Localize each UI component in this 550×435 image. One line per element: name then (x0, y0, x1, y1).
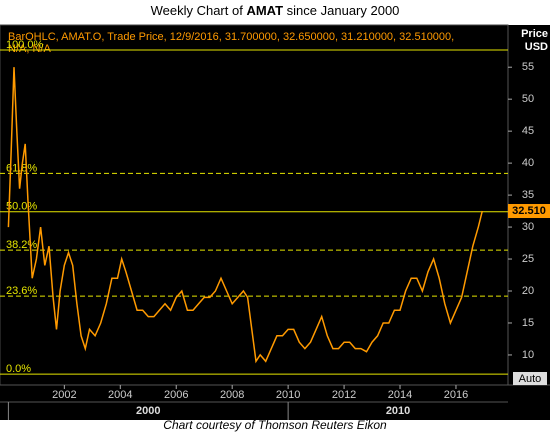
y-axis-unit: USD (525, 41, 548, 53)
decade-label: 2000 (136, 405, 160, 417)
y-tick-label: 35 (522, 189, 534, 201)
y-tick-label: 25 (522, 253, 534, 265)
x-tick-label: 2008 (220, 389, 244, 401)
x-tick-label: 2010 (276, 389, 300, 401)
y-tick-label: 40 (522, 157, 534, 169)
info-line: BarOHLC, AMAT.O, Trade Price, 12/9/2016,… (8, 31, 454, 43)
retracement-label: 100.0% (6, 39, 44, 51)
x-tick-label: 2006 (164, 389, 188, 401)
auto-button[interactable] (513, 372, 547, 385)
price-line (7, 67, 484, 364)
retracement-label: 23.6% (6, 285, 37, 297)
retracement-label: 38.2% (6, 239, 37, 251)
y-tick-label: 45 (522, 125, 534, 137)
x-tick-label: 2016 (444, 389, 468, 401)
x-tick-label: 2012 (332, 389, 356, 401)
plot-area (0, 24, 509, 386)
last-price-label: 32.510 (512, 205, 546, 217)
y-axis-title: Price (521, 28, 548, 40)
last-price-box (508, 204, 550, 219)
decade-label: 2010 (386, 405, 410, 417)
info-line: N/A, N/A (8, 43, 51, 55)
y-tick-label: 20 (522, 285, 534, 297)
title-symbol: AMAT (246, 3, 284, 18)
y-tick-label: 10 (522, 349, 534, 361)
x-tick-label: 2014 (388, 389, 412, 401)
retracement-label: 0.0% (6, 363, 31, 375)
title-suffix: since January 2000 (286, 3, 400, 18)
x-tick-label: 2004 (108, 389, 132, 401)
caption: Chart courtesy of Thomson Reuters Eikon (163, 418, 387, 432)
y-tick-label: 30 (522, 221, 534, 233)
y-tick-label: 15 (522, 317, 534, 329)
y-tick-label: 50 (522, 93, 534, 105)
y-tick-label: 55 (522, 61, 534, 73)
auto-button-label[interactable]: Auto (519, 373, 542, 385)
x-tick-label: 2002 (52, 389, 76, 401)
retracement-label: 50.0% (6, 201, 37, 213)
title-prefix: Weekly Chart of (150, 3, 243, 18)
chart-title: Weekly Chart of AMAT since January 2000 (0, 3, 550, 18)
